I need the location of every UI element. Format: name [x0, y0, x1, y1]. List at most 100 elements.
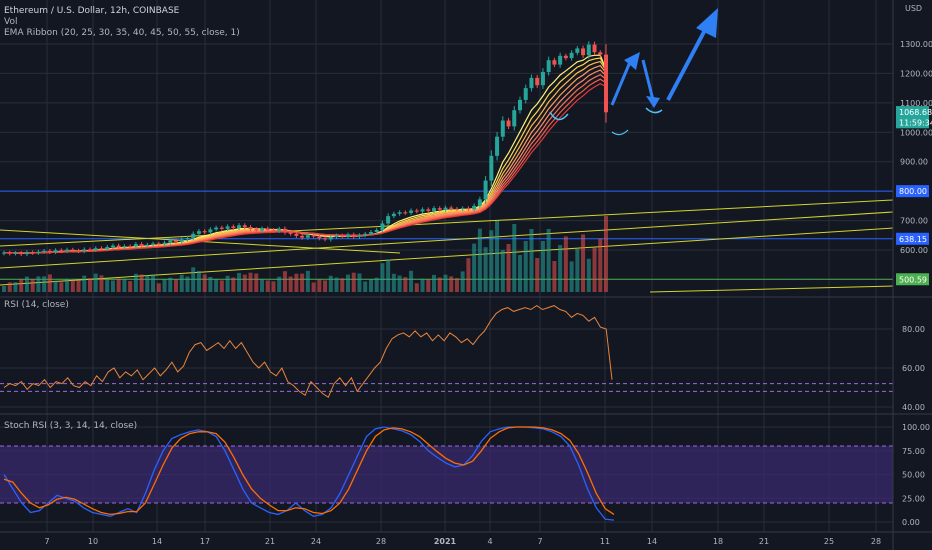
candle-body[interactable]: [357, 235, 362, 237]
curve-drawing[interactable]: [549, 111, 569, 121]
candle-body[interactable]: [374, 229, 379, 233]
candle-body[interactable]: [185, 237, 190, 240]
candle-body[interactable]: [242, 225, 247, 228]
candle-body[interactable]: [128, 246, 133, 248]
candle-body[interactable]: [311, 235, 316, 237]
curve-drawing[interactable]: [645, 107, 663, 114]
candle-body[interactable]: [294, 233, 299, 236]
candle-body[interactable]: [237, 225, 242, 228]
candle-body[interactable]: [569, 52, 574, 59]
candle-body[interactable]: [219, 227, 224, 229]
candle-body[interactable]: [328, 237, 333, 240]
candle-body[interactable]: [563, 55, 568, 59]
stoch-d-line[interactable]: [3, 426, 615, 516]
candle-body[interactable]: [179, 239, 184, 242]
candle-body[interactable]: [500, 120, 505, 137]
rsi-pane[interactable]: [0, 304, 893, 399]
candle-body[interactable]: [483, 180, 488, 200]
candle-body[interactable]: [139, 244, 144, 246]
candle-body[interactable]: [151, 243, 156, 245]
candle-body[interactable]: [202, 231, 207, 233]
price-axis[interactable]: 600.00 700.00 800.00 900.00 1000.00 1100.00 12…: [896, 40, 932, 527]
candle-body[interactable]: [518, 99, 522, 111]
candle-body[interactable]: [59, 250, 64, 252]
candle-body[interactable]: [368, 232, 373, 234]
candle-body[interactable]: [604, 54, 608, 113]
price-pane[interactable]: [0, 8, 894, 293]
candle-body[interactable]: [420, 209, 425, 212]
candle-body[interactable]: [409, 210, 414, 213]
candle-body[interactable]: [598, 52, 603, 55]
candle-body[interactable]: [351, 234, 356, 237]
candle-body[interactable]: [495, 136, 500, 156]
candle-body[interactable]: [99, 248, 104, 250]
candle-body[interactable]: [225, 226, 230, 229]
candle-body[interactable]: [317, 236, 322, 239]
candle-body[interactable]: [265, 228, 270, 230]
candle-body[interactable]: [432, 208, 436, 211]
candle-body[interactable]: [437, 208, 442, 210]
candle-body[interactable]: [477, 199, 482, 206]
candle-body[interactable]: [168, 240, 173, 243]
forecast-arrow-down[interactable]: [641, 59, 655, 101]
candle-body[interactable]: [105, 247, 110, 250]
candle-body[interactable]: [529, 77, 534, 89]
candle-body[interactable]: [346, 234, 350, 237]
candle-body[interactable]: [288, 232, 293, 234]
candle-body[interactable]: [323, 238, 328, 240]
candle-body[interactable]: [460, 208, 465, 210]
candle-body[interactable]: [116, 245, 121, 248]
candle-body[interactable]: [53, 250, 58, 253]
candle-body[interactable]: [7, 252, 12, 254]
candle-body[interactable]: [110, 245, 115, 248]
candle-body[interactable]: [391, 213, 396, 217]
candle-body[interactable]: [208, 229, 213, 233]
candle-body[interactable]: [472, 205, 477, 210]
candle-body[interactable]: [552, 60, 557, 65]
candle-body[interactable]: [24, 252, 29, 255]
candle-body[interactable]: [334, 235, 339, 238]
candle-body[interactable]: [523, 88, 528, 100]
candle-body[interactable]: [214, 227, 219, 230]
candle-body[interactable]: [363, 233, 368, 236]
candle-body[interactable]: [13, 252, 18, 254]
candle-body[interactable]: [277, 228, 282, 231]
candle-body[interactable]: [2, 252, 6, 254]
candle-body[interactable]: [489, 155, 494, 181]
candle-body[interactable]: [300, 235, 305, 238]
candle-body[interactable]: [540, 71, 545, 86]
candle-body[interactable]: [506, 120, 511, 127]
candle-body[interactable]: [414, 210, 419, 212]
candle-body[interactable]: [65, 249, 70, 252]
candle-body[interactable]: [93, 248, 98, 250]
candle-body[interactable]: [443, 207, 448, 210]
candle-body[interactable]: [82, 249, 87, 252]
candle-body[interactable]: [30, 252, 35, 254]
candle-body[interactable]: [145, 244, 150, 246]
trend-line[interactable]: [649, 285, 894, 293]
candle-body[interactable]: [581, 48, 586, 56]
candle-body[interactable]: [42, 250, 47, 252]
candle-body[interactable]: [156, 243, 161, 245]
candle-body[interactable]: [305, 235, 310, 238]
candle-body[interactable]: [546, 60, 551, 72]
candle-body[interactable]: [575, 48, 580, 53]
candle-body[interactable]: [386, 216, 391, 224]
candle-body[interactable]: [466, 208, 471, 210]
candle-body[interactable]: [271, 229, 276, 231]
candle-body[interactable]: [340, 235, 345, 237]
candle-body[interactable]: [76, 250, 81, 252]
candle-body[interactable]: [282, 228, 287, 233]
curve-drawing[interactable]: [611, 129, 629, 136]
candle-body[interactable]: [512, 110, 517, 127]
candle-body[interactable]: [535, 77, 540, 86]
candle-body[interactable]: [19, 252, 24, 255]
time-axis[interactable]: 7 10 14 17 21 24 28 2021 4 7 11 14 18 21 25 28: [44, 537, 881, 546]
forecast-arrow-up[interactable]: [610, 61, 632, 106]
candle-body[interactable]: [88, 249, 92, 251]
candle-body[interactable]: [70, 249, 75, 251]
candle-body[interactable]: [592, 44, 597, 53]
candle-body[interactable]: [122, 246, 127, 248]
candle-body[interactable]: [191, 233, 196, 238]
